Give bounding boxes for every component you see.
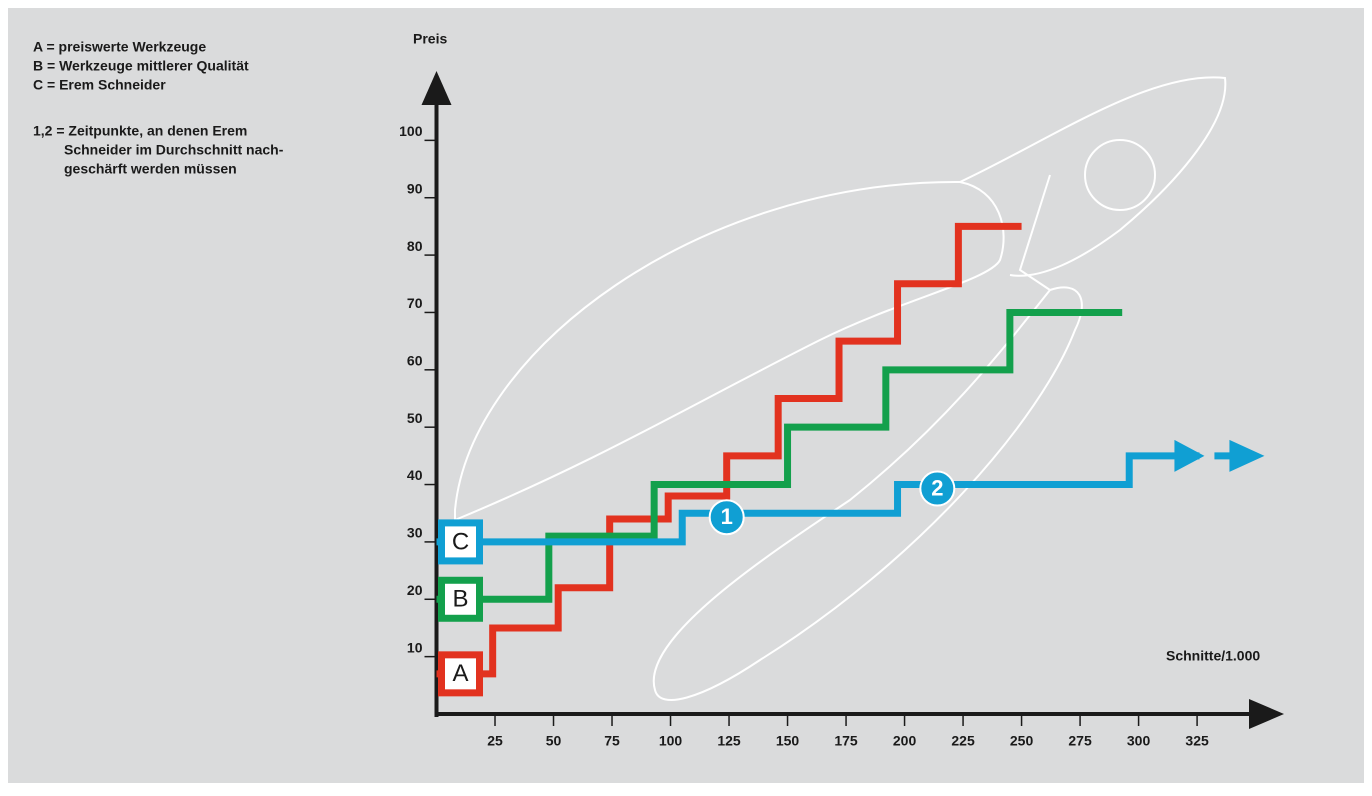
- x-tick-label: 100: [659, 733, 683, 749]
- y-tick-label: 60: [407, 353, 423, 369]
- legend-note: geschärft werden müssen: [64, 161, 237, 177]
- event-marker: [708, 499, 745, 536]
- x-tick-label: 25: [487, 733, 503, 749]
- event-marker: [919, 470, 956, 507]
- event-label: 1: [721, 504, 733, 529]
- series-label: B: [452, 586, 468, 613]
- series-box: [438, 519, 483, 565]
- event-label: 2: [931, 475, 943, 500]
- legend-note: 1,2 = Zeitpunkte, an denen Erem: [33, 123, 247, 139]
- x-tick-label: 225: [951, 733, 975, 749]
- pliers-illustration: [454, 76, 1227, 701]
- y-tick-label: 100: [399, 123, 423, 139]
- series-box: [438, 651, 483, 697]
- y-tick-label: 40: [407, 467, 423, 483]
- y-tick-label: 10: [407, 639, 423, 655]
- y-axis-title: Preis: [413, 31, 447, 47]
- legend-note: C = Erem Schneider: [33, 77, 166, 93]
- x-tick-label: 250: [1010, 733, 1034, 749]
- legend-note: B = Werkzeuge mittlerer Qualität: [33, 58, 249, 74]
- legend-note: A = preiswerte Werkzeuge: [33, 39, 206, 55]
- x-tick-label: 175: [834, 733, 858, 749]
- arrow-head: [1229, 439, 1265, 472]
- x-tick-label: 275: [1068, 733, 1092, 749]
- x-axis-title: Schnitte/1.000: [1166, 648, 1260, 664]
- y-tick-label: 20: [407, 582, 423, 598]
- series-label: A: [452, 660, 468, 687]
- y-tick-label: 30: [407, 525, 423, 541]
- step-line: [436, 308, 1123, 603]
- series-label: C: [452, 528, 469, 555]
- x-tick-label: 200: [893, 733, 917, 749]
- arrow-head: [1174, 439, 1205, 472]
- x-tick-label: 300: [1127, 733, 1151, 749]
- x-tick-label: 75: [604, 733, 620, 749]
- step-line: [436, 452, 1200, 546]
- x-axis-arrow: [1249, 699, 1284, 729]
- y-tick-label: 90: [407, 180, 423, 196]
- x-tick-label: 50: [546, 733, 562, 749]
- x-tick-label: 150: [776, 733, 800, 749]
- y-tick-label: 70: [407, 295, 423, 311]
- y-tick-label: 80: [407, 238, 423, 254]
- x-tick-label: 325: [1185, 733, 1209, 749]
- step-line: [436, 222, 1022, 678]
- y-tick-label: 50: [407, 410, 423, 426]
- x-tick-label: 125: [717, 733, 741, 749]
- background: [8, 8, 1364, 783]
- y-axis-arrow: [421, 71, 452, 105]
- legend-note: Schneider im Durchschnitt nach-: [64, 142, 284, 158]
- series-box: [438, 576, 483, 622]
